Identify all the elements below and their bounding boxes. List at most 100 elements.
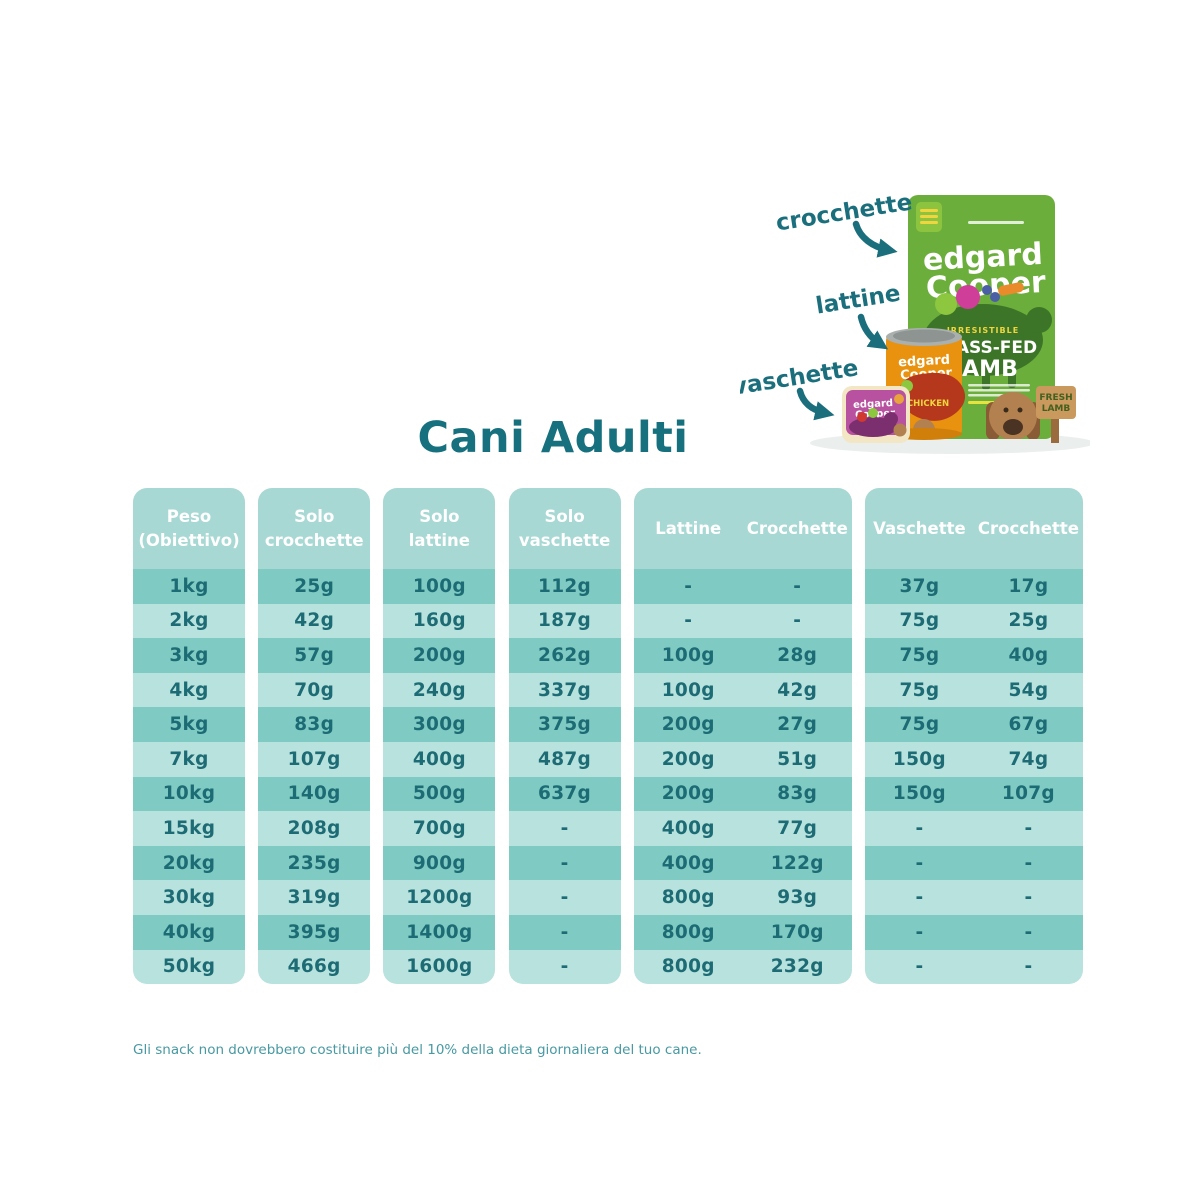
table-cell: 100g: [412, 575, 466, 597]
table-row: --: [864, 914, 1083, 950]
table-cell: 75g: [899, 610, 940, 632]
arrow-icon: [796, 387, 835, 421]
table-row: 107g: [258, 741, 371, 777]
table-cell: 25g: [294, 575, 335, 597]
table-row: -: [508, 914, 621, 950]
table-cell: 150g: [892, 783, 946, 805]
table-cell: -: [915, 852, 924, 874]
table-cell: -: [915, 956, 924, 978]
table-block-vaschette-crocchette: Vaschette Crocchette 37g 17g 75g 25g 75g 40g 75g…: [864, 488, 1083, 985]
table-row: 20kg: [133, 845, 245, 881]
table-row: 1400g: [383, 914, 496, 950]
table-row: 75g 54g: [864, 672, 1083, 708]
table-cell: 112g: [538, 575, 592, 597]
bag-corner-badge: [916, 202, 942, 232]
table-cell: 235g: [287, 852, 341, 874]
table-block-solo-crocchette: Solo crocchette 25g 42g 57g 70g 83g 107g 140g 20…: [258, 488, 371, 985]
table-cell: 400g: [661, 852, 715, 874]
sign-line1: FRESH: [1039, 393, 1072, 403]
arrow-icon: [852, 220, 898, 258]
bag-claim: IRRESISTIBLE: [947, 326, 1019, 335]
table-row: 700g: [383, 811, 496, 846]
table-cell: 107g: [287, 748, 341, 770]
table-row: 150g 107g: [864, 776, 1083, 812]
table-cell: 150g: [892, 748, 946, 770]
table-row: --: [864, 845, 1083, 881]
table-cell: 100g: [661, 644, 715, 666]
column-header: Solo crocchette: [264, 506, 364, 550]
table-row: 900g: [383, 845, 496, 881]
table-cell: 487g: [538, 748, 592, 770]
table-cell: 93g: [777, 887, 818, 909]
table-row: 25g: [258, 569, 371, 604]
column-header: Vaschette: [873, 518, 966, 538]
table-cell: -: [560, 817, 569, 839]
table-cell: -: [793, 610, 802, 632]
table-cell: -: [793, 575, 802, 597]
label-lattine: lattine: [814, 280, 902, 319]
table-cell: 337g: [538, 679, 592, 701]
table-cell: 15kg: [162, 817, 216, 839]
table-row: 235g: [258, 845, 371, 881]
table-cell: 232g: [770, 956, 824, 978]
table-cell: 50kg: [162, 956, 216, 978]
table-cell: 800g: [661, 887, 715, 909]
column-header: Solo lattine: [408, 506, 470, 550]
table-cell: 1400g: [406, 921, 473, 943]
table-row: 500g: [383, 776, 496, 812]
table-cell: -: [1024, 921, 1033, 943]
table-row: 337g: [508, 672, 621, 708]
table-cell: 70g: [294, 679, 335, 701]
table-cell: 30kg: [162, 887, 216, 909]
table-row: 37g 17g: [864, 569, 1083, 604]
table-block-solo-vaschette: Solo vaschette 112g 187g 262g 337g 375g 487g 63…: [508, 488, 621, 985]
table-cell: 140g: [287, 783, 341, 805]
table-cell: 800g: [661, 956, 715, 978]
column-header: Crocchette: [977, 518, 1079, 538]
table-row: 1kg: [133, 569, 245, 604]
table-row: 75g 40g: [864, 638, 1083, 673]
table-row: 466g: [258, 949, 371, 985]
table-cell: 57g: [294, 644, 335, 666]
table-cell: 319g: [287, 887, 341, 909]
table-row: 375g: [508, 707, 621, 742]
table-cell: 17g: [1008, 575, 1049, 597]
table-cell: 100g: [661, 679, 715, 701]
table-cell: 7kg: [169, 748, 209, 770]
table-row: 187g: [508, 603, 621, 639]
table-cell: 262g: [538, 644, 592, 666]
table-row: 319g: [258, 880, 371, 915]
table-row: 10kg: [133, 776, 245, 812]
table-block-solo-lattine: Solo lattine 100g 160g 200g 240g 300g 400g 500g…: [383, 488, 496, 985]
table-row: 70g: [258, 672, 371, 708]
table-cell: -: [560, 921, 569, 943]
table-row: --: [864, 811, 1083, 846]
column-header-row: Lattine Crocchette: [633, 488, 852, 569]
table-row: 400g: [383, 741, 496, 777]
table-row: 160g: [383, 603, 496, 639]
table-cell: 42g: [777, 679, 818, 701]
table-cell: 395g: [287, 921, 341, 943]
table-row: 400g 77g: [633, 811, 852, 846]
table-cell: -: [560, 956, 569, 978]
table-row: 57g: [258, 638, 371, 673]
table-row: 83g: [258, 707, 371, 742]
column-header: Lattine: [655, 518, 722, 538]
table-cell: 1200g: [406, 887, 473, 909]
page-title: Cani Adulti: [417, 412, 689, 463]
table-row: 112g: [508, 569, 621, 604]
product-showcase: edgard Cooper IRRESISTIBLE GRA: [730, 180, 1094, 470]
table-row: -: [508, 949, 621, 985]
column-header: Solo vaschette: [518, 506, 611, 550]
table-cell: 27g: [777, 714, 818, 736]
table-row: 5kg: [133, 707, 245, 742]
table-row: 395g: [258, 914, 371, 950]
table-cell: -: [1024, 956, 1033, 978]
table-row: 800g 170g: [633, 914, 852, 950]
table-cell: -: [684, 575, 693, 597]
table-row: --: [633, 569, 852, 604]
table-row: 300g: [383, 707, 496, 742]
table-cell: 466g: [287, 956, 341, 978]
table-cell: 637g: [538, 783, 592, 805]
